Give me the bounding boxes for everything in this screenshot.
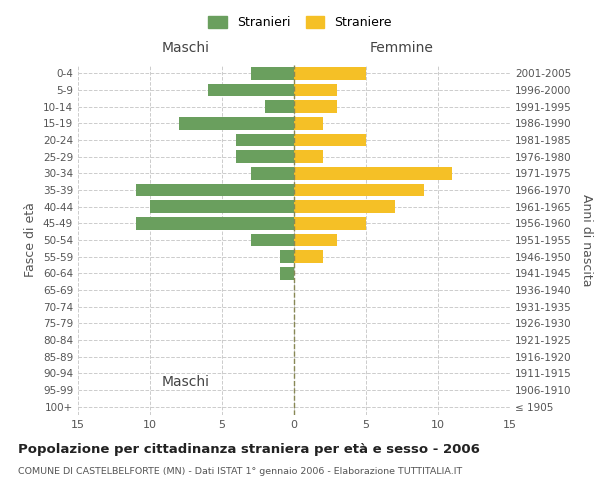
Bar — [236, 134, 294, 146]
Bar — [179, 117, 294, 130]
Y-axis label: Anni di nascita: Anni di nascita — [580, 194, 593, 286]
Bar — [294, 200, 395, 213]
Text: Maschi: Maschi — [162, 40, 210, 54]
Bar — [280, 250, 294, 263]
Bar — [294, 150, 323, 163]
Bar — [251, 67, 294, 80]
Bar — [294, 217, 366, 230]
Text: Popolazione per cittadinanza straniera per età e sesso - 2006: Popolazione per cittadinanza straniera p… — [18, 442, 480, 456]
Bar — [265, 100, 294, 113]
Bar — [208, 84, 294, 96]
Bar — [294, 134, 366, 146]
Bar — [294, 84, 337, 96]
Bar — [251, 234, 294, 246]
Bar — [294, 184, 424, 196]
Legend: Stranieri, Straniere: Stranieri, Straniere — [203, 11, 397, 34]
Text: Maschi: Maschi — [162, 376, 210, 390]
Bar — [236, 150, 294, 163]
Text: COMUNE DI CASTELBELFORTE (MN) - Dati ISTAT 1° gennaio 2006 - Elaborazione TUTTIT: COMUNE DI CASTELBELFORTE (MN) - Dati IST… — [18, 468, 462, 476]
Bar — [150, 200, 294, 213]
Bar — [136, 217, 294, 230]
Bar — [280, 267, 294, 280]
Bar — [294, 117, 323, 130]
Bar — [294, 167, 452, 179]
Bar — [294, 100, 337, 113]
Bar — [294, 67, 366, 80]
Y-axis label: Fasce di età: Fasce di età — [25, 202, 37, 278]
Bar — [294, 250, 323, 263]
Text: Femmine: Femmine — [370, 40, 434, 54]
Bar — [294, 234, 337, 246]
Bar — [136, 184, 294, 196]
Bar — [251, 167, 294, 179]
